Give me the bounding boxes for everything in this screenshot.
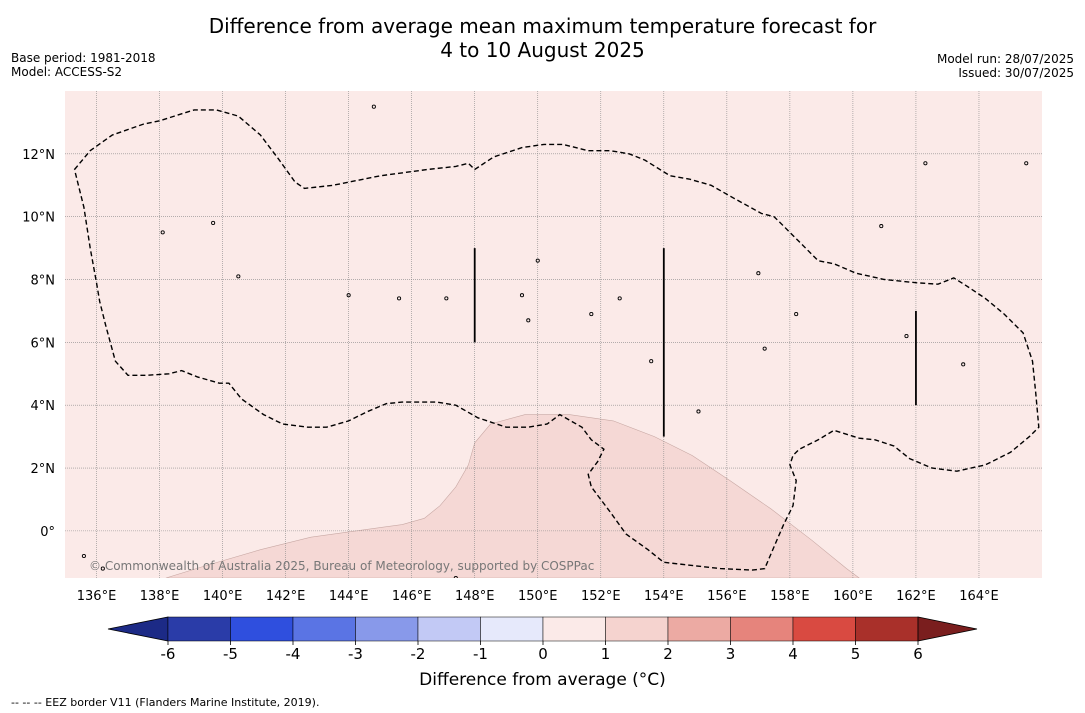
lat-tick-label: 10°N: [22, 211, 55, 226]
model-name: Model: ACCESS-S2: [11, 65, 123, 79]
colorbar-tick-label: -1: [473, 645, 488, 663]
island-outline: [100, 566, 105, 571]
island-outline: [81, 553, 86, 559]
lon-tick-label: 156°E: [707, 589, 747, 604]
lon-tick-label: 136°E: [77, 589, 117, 604]
colorbar-segment: [667, 616, 731, 642]
lon-tick-label: 148°E: [455, 589, 495, 604]
island-outline: [756, 271, 761, 276]
island-outline: [589, 312, 594, 317]
colorbar-segment: [792, 616, 856, 642]
colorbar-tick-label: -4: [286, 645, 301, 663]
colorbar: [107, 616, 978, 642]
island-outline: [649, 359, 654, 364]
colorbar-tick-label: 1: [601, 645, 611, 663]
lat-tick-label: 8°N: [31, 274, 56, 289]
colorbar-extend-low: [107, 616, 169, 642]
lon-tick-label: 154°E: [644, 589, 684, 604]
colorbar-tick-label: 2: [663, 645, 673, 663]
colorbar-tick-label: 6: [913, 645, 923, 663]
meta-left: Base period: 1981-2018 Model: ACCESS-S2: [11, 51, 156, 79]
footnote: -- -- -- EEZ border V11 (Flanders Marine…: [11, 696, 320, 709]
colorbar-segment: [480, 616, 544, 642]
colorbar-segment: [167, 616, 231, 642]
island-outline: [346, 293, 351, 298]
island-outline: [236, 274, 241, 279]
colorbar-ticks: -6 -5 -4 -3 -2 -1 0 1 2 3 4 5 6: [161, 641, 923, 663]
colorbar-tick-label: -5: [223, 645, 238, 663]
island-outline: [211, 220, 216, 226]
island-outline: [160, 230, 165, 235]
base-period: Base period: 1981-2018: [11, 51, 156, 65]
island-outline: [762, 346, 767, 351]
colorbar-tick-label: -3: [348, 645, 363, 663]
longitude-labels: 136°E 138°E 140°E 142°E 144°E 146°E 148°E 150°E…: [77, 589, 999, 604]
island-outline: [879, 224, 884, 229]
lon-tick-label: 160°E: [833, 589, 873, 604]
island-outline: [923, 161, 928, 166]
lon-tick-label: 164°E: [959, 589, 999, 604]
colorbar-segment: [605, 616, 669, 642]
colorbar-label: Difference from average (°C): [419, 670, 666, 690]
eez-segments: [473, 248, 917, 437]
map-title: Difference from average mean maximum tem…: [0, 14, 1085, 62]
colorbar-tick-label: -6: [161, 645, 176, 663]
island-outline: [904, 334, 909, 339]
lon-tick-label: 140°E: [203, 589, 243, 604]
meta-right: Model run: 28/07/2025 Issued: 30/07/2025: [937, 52, 1074, 80]
island-outline: [371, 104, 376, 109]
colorbar-tick-label: -2: [411, 645, 426, 663]
lon-tick-label: 150°E: [518, 589, 558, 604]
island-outline: [519, 293, 525, 298]
colorbar-tick-label: 0: [538, 645, 548, 663]
colorbar-tick-label: 4: [788, 645, 798, 663]
colorbar-extend-high: [917, 616, 978, 642]
lat-tick-label: 2°N: [31, 462, 56, 477]
colorbar-segment: [730, 616, 794, 642]
island-outline: [535, 258, 540, 263]
lon-tick-label: 152°E: [581, 589, 621, 604]
colorbar-segment: [855, 616, 919, 642]
island-outline: [444, 296, 449, 301]
lat-tick-label: 6°N: [31, 336, 56, 351]
coastlines: [81, 104, 1029, 578]
island-outline: [617, 296, 622, 301]
island-outline: [1024, 161, 1029, 166]
lat-tick-label: 12°N: [22, 148, 55, 163]
island-outline: [794, 312, 799, 317]
colorbar-tick-label: 3: [726, 645, 736, 663]
issued-date: Issued: 30/07/2025: [958, 66, 1074, 80]
island-outline: [397, 296, 402, 301]
island-outline: [696, 409, 701, 414]
colorbar-segment: [355, 616, 419, 642]
island-outline: [961, 362, 966, 367]
copyright-text: © Commonwealth of Australia 2025, Bureau…: [89, 559, 594, 573]
colorbar-segment: [542, 616, 606, 642]
graticule: [65, 91, 1042, 578]
lon-tick-label: 144°E: [329, 589, 369, 604]
lon-tick-label: 142°E: [266, 589, 306, 604]
colorbar-segment: [417, 616, 481, 642]
eez-border: [73, 109, 1040, 571]
model-run: Model run: 28/07/2025: [936, 52, 1074, 66]
lon-tick-label: 158°E: [770, 589, 810, 604]
lat-tick-label: 0°: [40, 525, 55, 540]
map-title-line2: 4 to 10 August 2025: [440, 38, 645, 62]
island-outline: [453, 575, 458, 578]
lon-tick-label: 162°E: [896, 589, 936, 604]
map-title-line1: Difference from average mean maximum tem…: [208, 14, 877, 38]
island-outline: [526, 318, 531, 323]
colorbar-tick-label: 5: [851, 645, 861, 663]
lat-tick-label: 4°N: [31, 399, 56, 414]
latitude-labels: 12°N 10°N 8°N 6°N 4°N 2°N 0°: [22, 148, 55, 540]
lon-tick-label: 146°E: [392, 589, 432, 604]
colorbar-segment: [292, 616, 356, 642]
lon-tick-label: 138°E: [140, 589, 180, 604]
colorbar-segment: [230, 616, 294, 642]
